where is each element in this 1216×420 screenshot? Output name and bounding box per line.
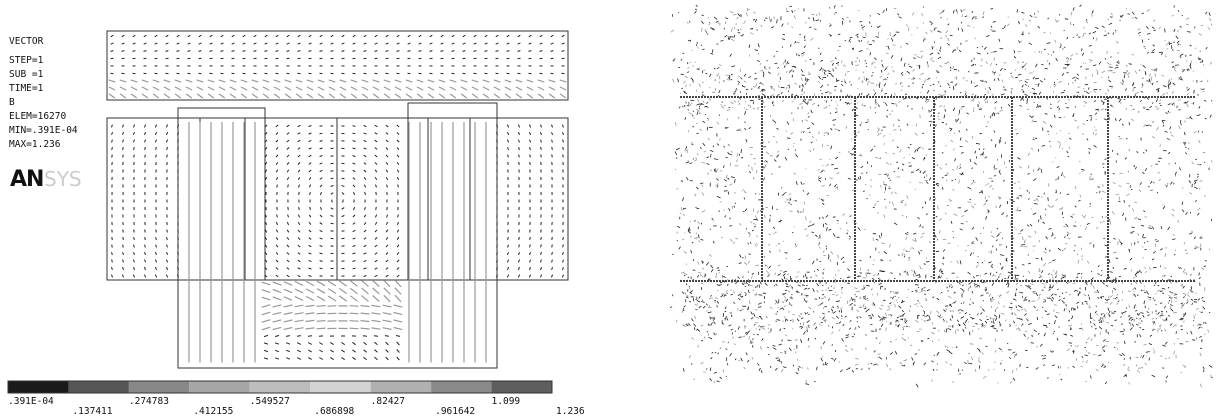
legend-label: .137411 [72, 406, 112, 417]
logo-bold: AN [10, 167, 43, 192]
vector-plot [107, 31, 568, 368]
info-line: B [9, 97, 15, 108]
legend: .391E-04 .274783 .549527 .82427 1.099 .137411… [8, 381, 585, 417]
info-block: VECTOR STEP=1 SUB =1 TIME=1 B ELEM=16270… [9, 36, 82, 192]
legend-swatch [189, 381, 249, 393]
legend-swatch [371, 381, 431, 393]
info-line: ELEM=16270 [9, 111, 66, 122]
info-line: VECTOR [9, 36, 44, 47]
screenshot: VECTOR STEP=1 SUB =1 TIME=1 B ELEM=16270… [0, 0, 1216, 420]
legend-label: .274783 [129, 396, 169, 407]
legend-label: .549527 [250, 396, 290, 407]
speckle-light [671, 6, 1212, 387]
logo-light: SYS [44, 167, 82, 191]
page: VECTOR STEP=1 SUB =1 TIME=1 B ELEM=16270… [0, 0, 1216, 420]
bottom-yoke [178, 280, 497, 368]
speckle-dark [670, 5, 1213, 387]
legend-swatch [8, 381, 68, 393]
legend-swatch [250, 381, 310, 393]
legend-label: .961642 [435, 406, 475, 417]
info-line: STEP=1 [9, 55, 44, 66]
legend-swatch [129, 381, 189, 393]
legend-swatch [68, 381, 128, 393]
legend-label: .391E-04 [8, 396, 54, 407]
legend-label: 1.099 [492, 396, 521, 407]
legend-label: .82427 [371, 396, 405, 407]
legend-label: .412155 [193, 406, 233, 417]
legend-label: .686898 [314, 406, 354, 417]
legend-swatch [492, 381, 552, 393]
legend-swatch [310, 381, 370, 393]
info-line: MAX=1.236 [9, 139, 61, 150]
legend-swatch [431, 381, 491, 393]
info-line: SUB =1 [9, 69, 44, 80]
info-line: MIN=.391E-04 [9, 125, 78, 136]
info-line: TIME=1 [9, 83, 44, 94]
legend-label: 1.236 [556, 406, 585, 417]
speckle-plot [670, 5, 1213, 387]
